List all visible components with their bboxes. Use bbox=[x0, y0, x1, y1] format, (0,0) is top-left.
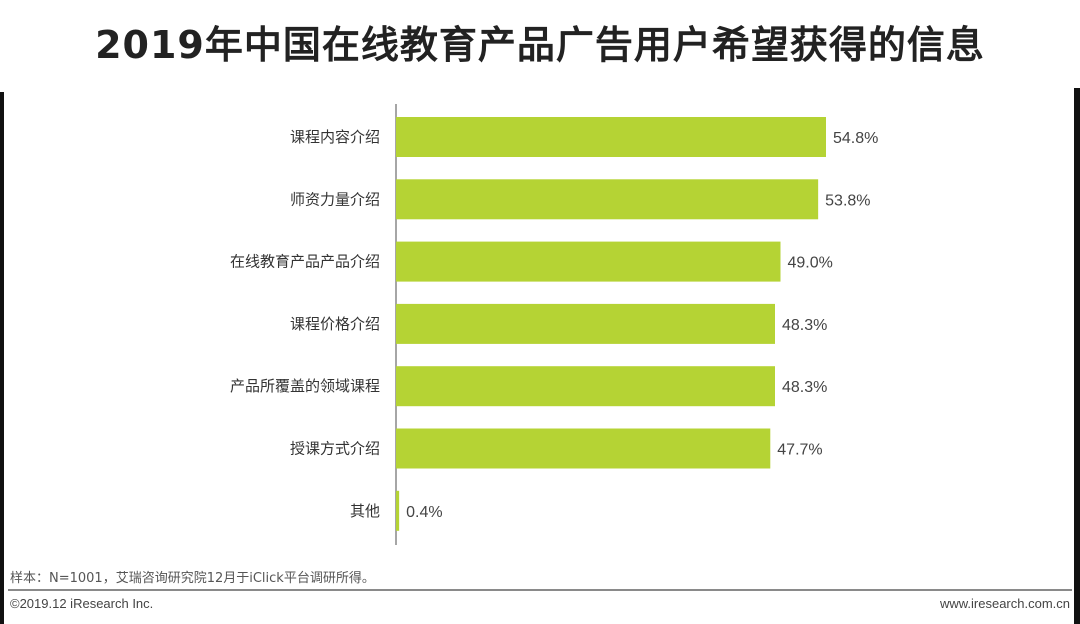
chart-title: 2019年中国在线教育产品广告用户希望获得的信息 bbox=[95, 23, 985, 67]
category-label: 产品所覆盖的领域课程 bbox=[230, 377, 380, 395]
data-label: 49.0% bbox=[787, 255, 832, 272]
website-text: www.iresearch.com.cn bbox=[939, 596, 1070, 611]
data-label: 53.8% bbox=[825, 192, 870, 209]
data-label: 0.4% bbox=[406, 504, 442, 521]
bar bbox=[396, 490, 400, 531]
bar bbox=[396, 366, 775, 407]
category-label: 师资力量介绍 bbox=[290, 190, 380, 208]
bar-chart: 课程内容介绍 54.8% 师资力量介绍 53.8% 在线教育产品产品介绍 49.0% 课程价… bbox=[230, 104, 878, 545]
category-label: 课程内容介绍 bbox=[290, 128, 380, 146]
category-label: 授课方式介绍 bbox=[290, 440, 380, 458]
bar bbox=[396, 241, 781, 282]
bar bbox=[396, 428, 771, 469]
frame-edge-right bbox=[1074, 88, 1080, 624]
data-label: 48.3% bbox=[782, 317, 827, 334]
category-label: 课程价格介绍 bbox=[290, 315, 380, 333]
copyright-text: ©2019.12 iResearch Inc. bbox=[10, 596, 154, 611]
data-label: 54.8% bbox=[833, 130, 878, 147]
data-label: 48.3% bbox=[782, 379, 827, 396]
category-label: 其他 bbox=[350, 502, 380, 520]
footer-divider bbox=[8, 589, 1072, 591]
data-label: 47.7% bbox=[777, 442, 822, 459]
bar bbox=[396, 179, 819, 220]
frame-edge-left bbox=[0, 92, 4, 624]
bar bbox=[396, 117, 826, 157]
sample-note: 样本：N=1001，艾瑞咨询研究院12月于iClick平台调研所得。 bbox=[10, 571, 375, 586]
bar bbox=[396, 303, 775, 344]
category-label: 在线教育产品产品介绍 bbox=[230, 253, 380, 271]
